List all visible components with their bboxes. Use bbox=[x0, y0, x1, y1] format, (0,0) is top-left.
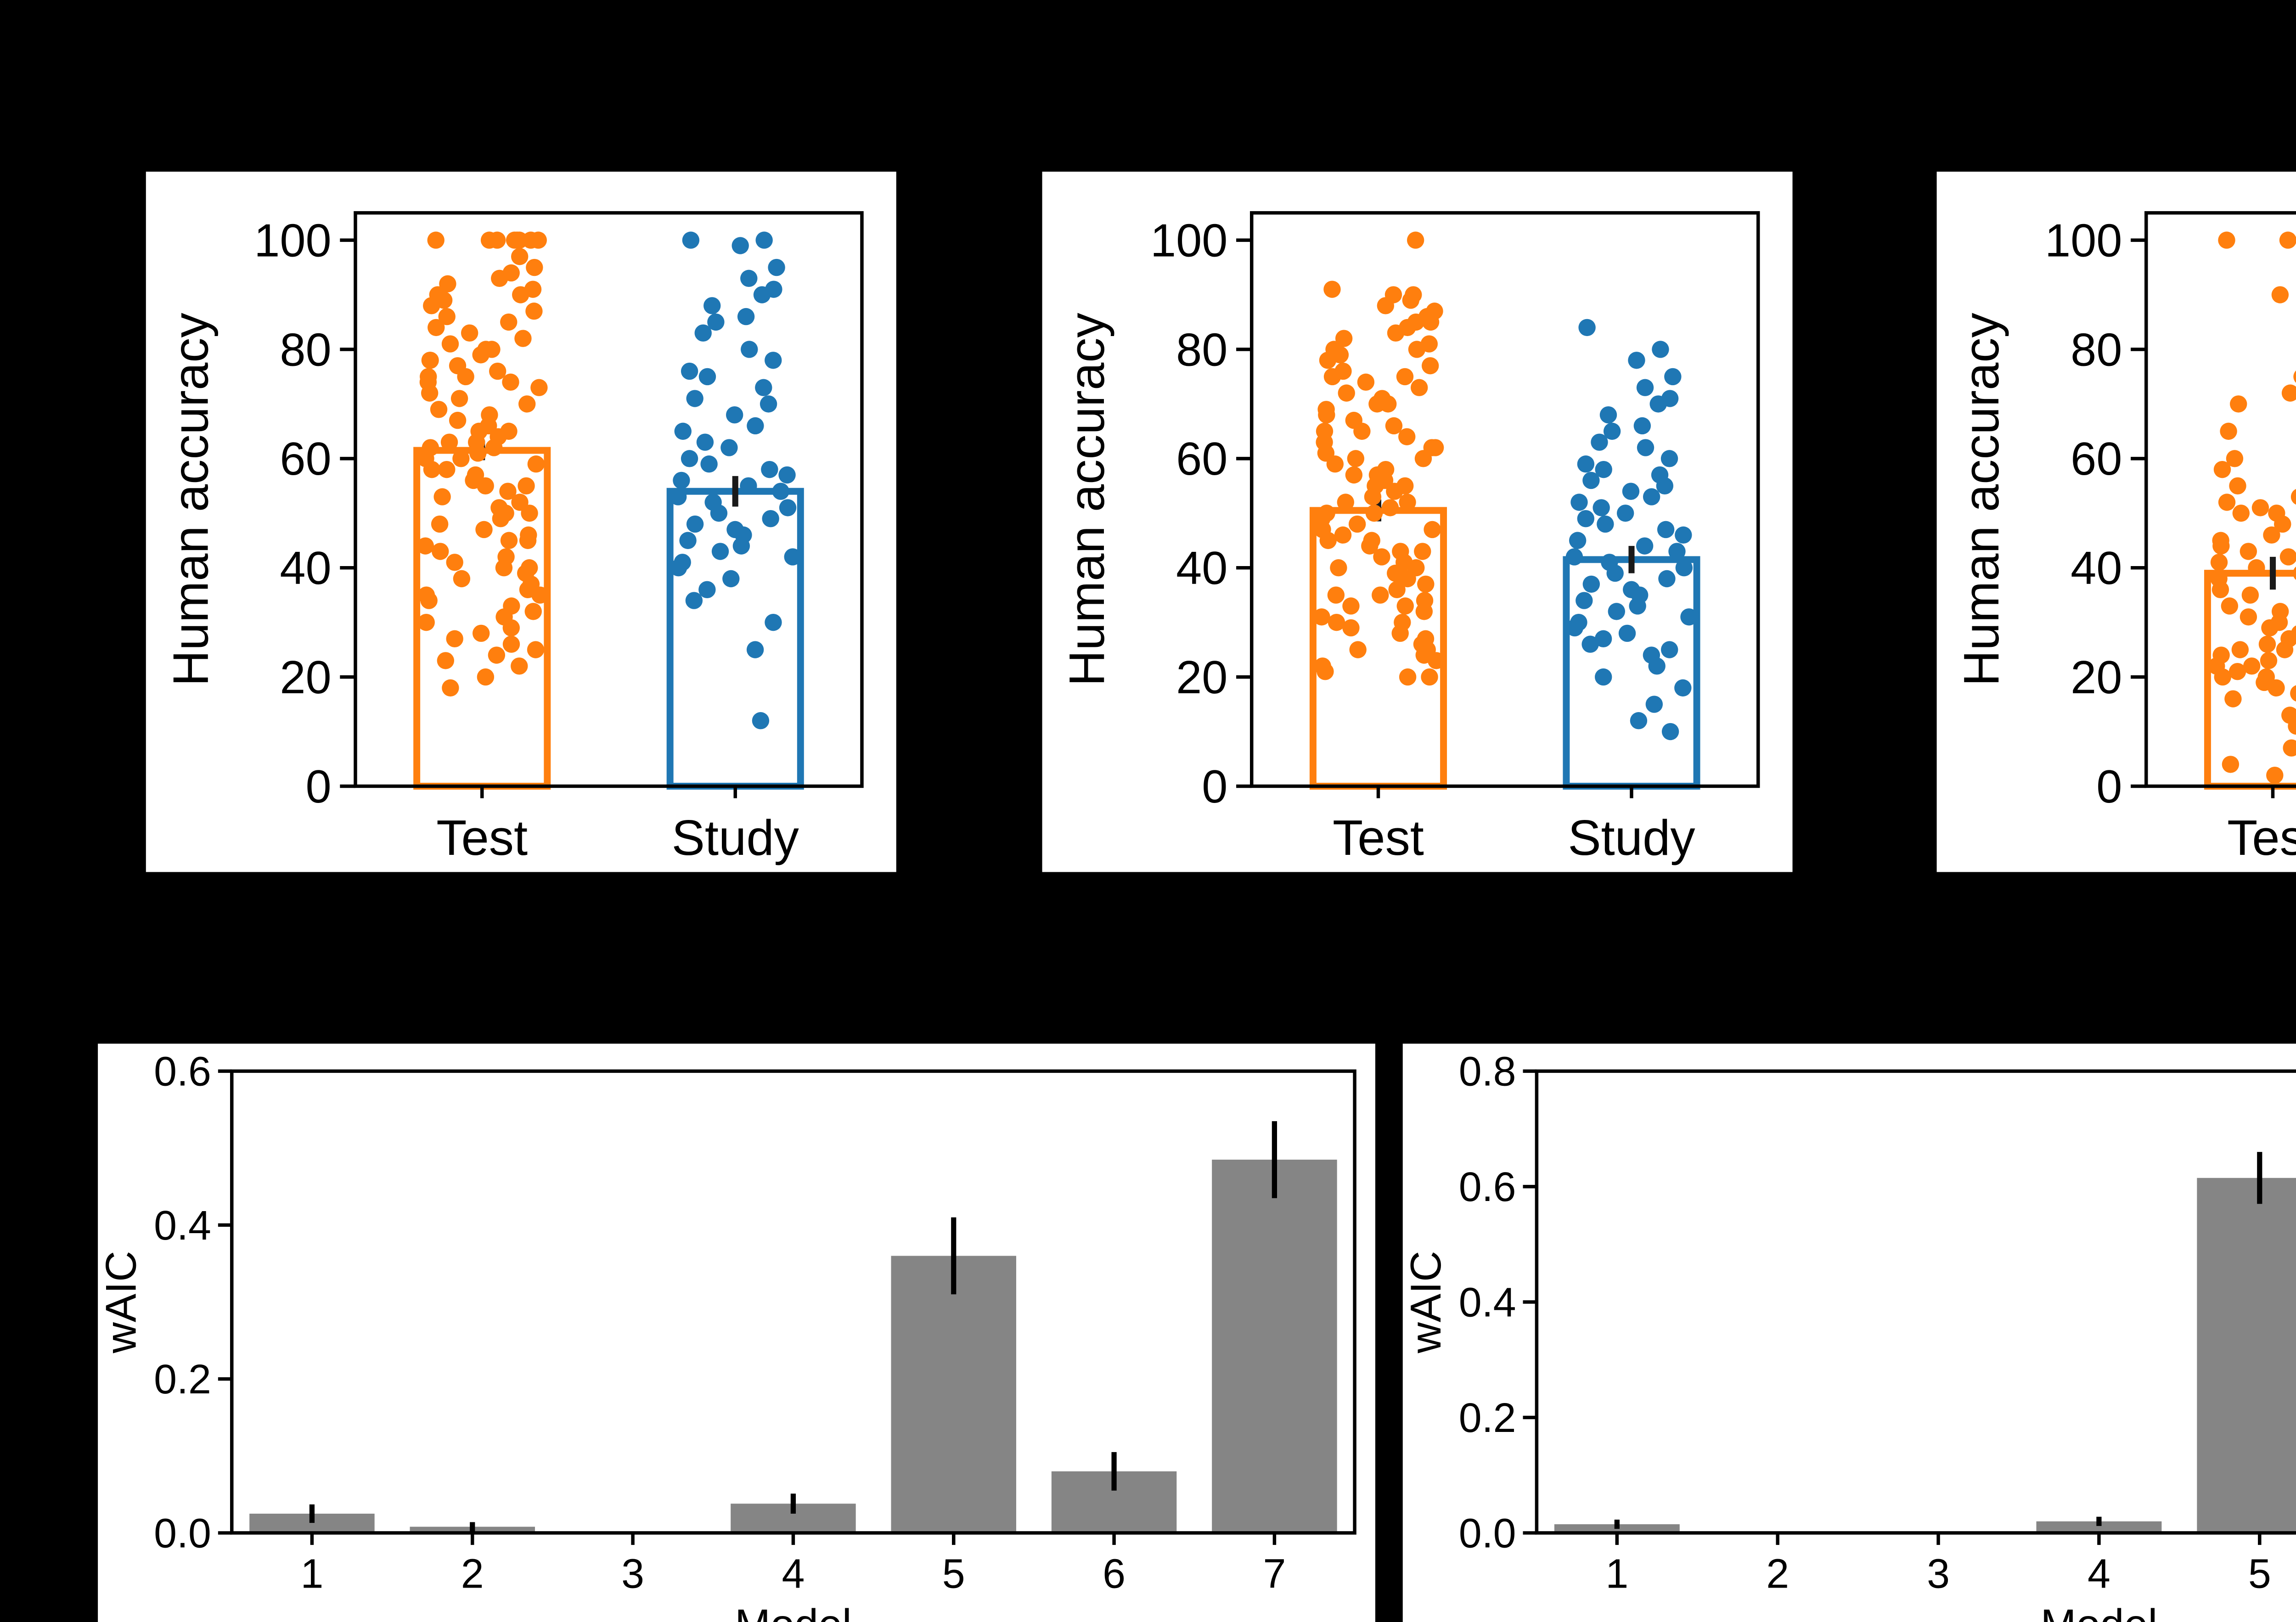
svg-text:0.4: 0.4 bbox=[1459, 1280, 1516, 1325]
chart-human-accuracy-1: 0 20 40 60 80 100 Test Study Human accuracy bbox=[163, 211, 864, 865]
svg-text:80: 80 bbox=[280, 324, 331, 376]
svg-text:7: 7 bbox=[1263, 1551, 1286, 1597]
svg-text:0: 0 bbox=[305, 761, 331, 813]
svg-text:Test: Test bbox=[436, 810, 528, 865]
svg-text:60: 60 bbox=[2071, 433, 2122, 485]
svg-text:6: 6 bbox=[1103, 1551, 1125, 1597]
svg-text:40: 40 bbox=[1176, 543, 1227, 594]
svg-text:Model: Model bbox=[2041, 1600, 2158, 1622]
svg-text:0.6: 0.6 bbox=[154, 1049, 211, 1095]
svg-text:wAIC: wAIC bbox=[1403, 1251, 1450, 1353]
svg-text:5: 5 bbox=[2248, 1551, 2271, 1597]
svg-text:40: 40 bbox=[280, 543, 331, 594]
svg-text:Test: Test bbox=[1333, 810, 1424, 865]
svg-text:0.2: 0.2 bbox=[154, 1357, 211, 1403]
svg-text:0.2: 0.2 bbox=[1459, 1395, 1516, 1441]
svg-text:40: 40 bbox=[2071, 543, 2122, 594]
svg-text:Human accuracy: Human accuracy bbox=[1059, 313, 1114, 686]
svg-text:100: 100 bbox=[1150, 215, 1227, 266]
svg-text:0.4: 0.4 bbox=[154, 1203, 211, 1249]
panel-waic-2: 0.00.20.40.60.81234567ModelwAIC bbox=[1402, 1044, 2296, 1622]
svg-text:5: 5 bbox=[942, 1551, 965, 1597]
svg-text:4: 4 bbox=[782, 1551, 805, 1597]
panel-accuracy-2: 0 20 40 60 80 100 Test Study Human accuracy bbox=[1042, 171, 1793, 872]
svg-text:2: 2 bbox=[461, 1551, 484, 1597]
svg-text:4: 4 bbox=[2088, 1551, 2110, 1597]
svg-text:80: 80 bbox=[2071, 324, 2122, 376]
chart-human-accuracy-2: 0 20 40 60 80 100 Test Study Human accuracy bbox=[1059, 211, 1760, 865]
svg-text:60: 60 bbox=[280, 433, 331, 485]
svg-text:1: 1 bbox=[300, 1551, 323, 1597]
svg-text:wAIC: wAIC bbox=[98, 1251, 145, 1353]
svg-text:Test: Test bbox=[2227, 810, 2296, 865]
svg-text:100: 100 bbox=[254, 215, 331, 266]
svg-text:Model: Model bbox=[735, 1600, 852, 1622]
svg-text:100: 100 bbox=[2045, 215, 2122, 266]
svg-text:Study: Study bbox=[1568, 810, 1695, 865]
svg-text:2: 2 bbox=[1766, 1551, 1789, 1597]
svg-text:1: 1 bbox=[1605, 1551, 1628, 1597]
svg-text:Human accuracy: Human accuracy bbox=[1953, 313, 2009, 686]
panel-accuracy-1: 0 20 40 60 80 100 Test Study Human accuracy bbox=[146, 171, 896, 872]
svg-text:20: 20 bbox=[280, 652, 331, 703]
panel-waic-1: 0.0 0.2 0.4 0.6 1 2 3 4 5 6 7 Model wAIC bbox=[98, 1044, 1375, 1622]
chart-waic-2: 0.00.20.40.60.81234567ModelwAIC bbox=[1403, 1049, 2296, 1622]
svg-text:3: 3 bbox=[1927, 1551, 1950, 1597]
chart-waic-1: 0.0 0.2 0.4 0.6 1 2 3 4 5 6 7 Model wAIC bbox=[98, 1049, 1356, 1622]
svg-text:Study: Study bbox=[672, 810, 799, 865]
svg-text:0: 0 bbox=[2096, 761, 2122, 813]
svg-text:3: 3 bbox=[621, 1551, 644, 1597]
svg-text:0.6: 0.6 bbox=[1459, 1164, 1516, 1210]
svg-text:0.8: 0.8 bbox=[1459, 1049, 1516, 1095]
svg-text:20: 20 bbox=[2071, 652, 2122, 703]
svg-text:20: 20 bbox=[1176, 652, 1227, 703]
svg-text:0.0: 0.0 bbox=[1459, 1510, 1516, 1556]
svg-text:0: 0 bbox=[1202, 761, 1227, 813]
svg-text:0.0: 0.0 bbox=[154, 1510, 211, 1556]
svg-text:60: 60 bbox=[1176, 433, 1227, 485]
svg-text:80: 80 bbox=[1176, 324, 1227, 376]
svg-text:Human accuracy: Human accuracy bbox=[163, 313, 218, 686]
